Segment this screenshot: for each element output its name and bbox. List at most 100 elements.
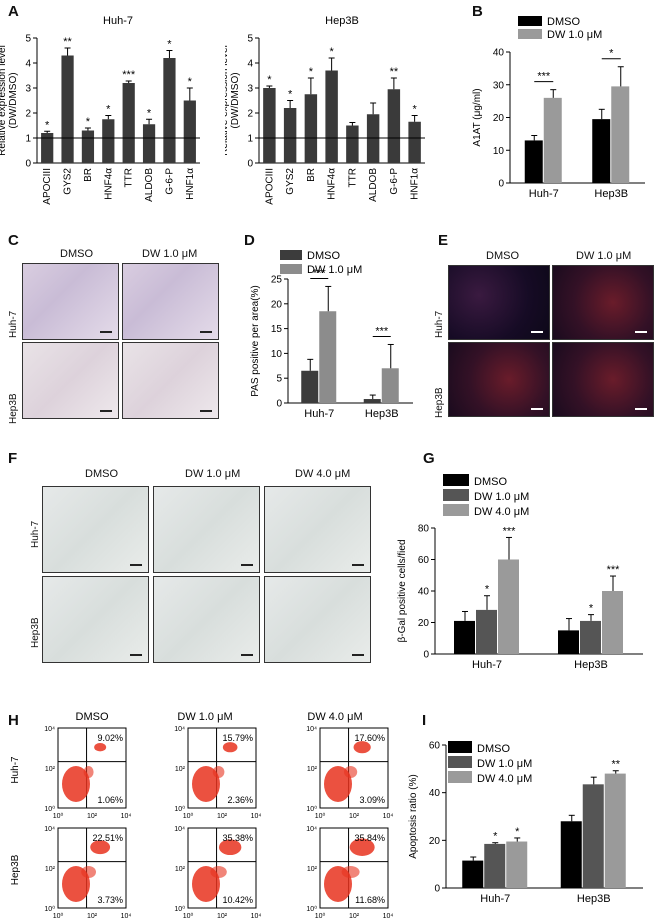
bar bbox=[524, 140, 543, 183]
fluorescence-huh7-dw bbox=[552, 265, 654, 340]
y-tick-label: 3 bbox=[247, 84, 253, 95]
y-tick-label: 0 bbox=[423, 650, 429, 661]
legend-label: DW 4.0 μM bbox=[477, 773, 532, 785]
bar bbox=[263, 88, 276, 163]
chart-a1at: 0 10 20 30 40 A1AT (μg/ml) *** Huh-7 * Hep3B DMSOD… bbox=[472, 16, 645, 200]
x-tick-label: G-6-P bbox=[389, 168, 400, 195]
panel-letter-g: G bbox=[423, 450, 435, 467]
cell-population-upper bbox=[353, 741, 371, 754]
legend-label: DW 1.0 μM bbox=[474, 491, 529, 503]
x-tick-label: Huh-7 bbox=[529, 188, 559, 200]
panel-e: E DMSO DW 1.0 μM Huh-7 Hep3B bbox=[428, 228, 657, 418]
bar bbox=[381, 368, 399, 403]
micrograph-hep3b-dw bbox=[122, 342, 219, 419]
bar bbox=[142, 124, 156, 163]
significance-mark: * bbox=[167, 39, 172, 51]
col-label: DW 1.0 μM bbox=[177, 711, 232, 723]
x-tick-label: Huh-7 bbox=[304, 408, 334, 420]
panel-b: B 0 10 20 30 40 A1AT (μg/ml) *** Huh-7 * Hep3B DMS… bbox=[460, 0, 657, 215]
col-label: DW 1.0 μM bbox=[576, 250, 632, 262]
significance-mark: * bbox=[45, 119, 50, 131]
x-tick-label: TTR bbox=[124, 168, 135, 187]
x-tick-label: 10² bbox=[349, 913, 360, 920]
bar bbox=[602, 591, 623, 654]
y-axis-label-line: Relative expression level bbox=[225, 45, 230, 156]
panel-letter-a: A bbox=[8, 3, 19, 20]
x-tick-label: HNF1α bbox=[410, 168, 421, 200]
significance-mark: * bbox=[493, 831, 498, 843]
cell-population-main bbox=[62, 766, 90, 802]
legend-swatch bbox=[518, 16, 542, 26]
bar bbox=[558, 630, 579, 654]
chart-title: Huh-7 bbox=[103, 15, 133, 27]
significance-mark: * bbox=[288, 89, 293, 101]
x-tick-label: GYS2 bbox=[63, 168, 74, 195]
row-label: Huh-7 bbox=[8, 310, 19, 338]
y-tick-label: 10⁰ bbox=[174, 805, 185, 813]
chart-huh7-expression: Huh-7 Relative expression level(DW/DMSO) 0… bbox=[0, 15, 200, 205]
micrograph-huh7-dmso bbox=[22, 263, 119, 340]
x-tick-label: 10² bbox=[349, 813, 360, 820]
bar bbox=[61, 55, 74, 163]
y-tick-label: 20 bbox=[429, 836, 441, 847]
y-tick-label: 5 bbox=[276, 374, 282, 385]
y-axis-label-line: (DW/DMSO) bbox=[8, 72, 19, 128]
x-tick-label: 10⁰ bbox=[183, 912, 194, 920]
y-tick-label: 10² bbox=[307, 766, 318, 773]
bar bbox=[122, 83, 135, 163]
y-axis-label: Relative expression level(DW/DMSO) bbox=[225, 45, 241, 156]
cell-population-upper bbox=[94, 743, 107, 752]
x-tick-label: Hep3B bbox=[594, 188, 628, 200]
y-tick-label: 10⁰ bbox=[174, 905, 185, 913]
x-tick-label: 10⁰ bbox=[53, 812, 64, 820]
legend-swatch bbox=[448, 741, 472, 753]
significance-mark: * bbox=[86, 116, 91, 128]
y-axis-label: β-Gal positive cells/fied bbox=[397, 539, 408, 642]
x-tick-label: 10⁰ bbox=[315, 912, 326, 920]
y-axis-label-line: Relative expression level bbox=[0, 45, 8, 156]
y-tick-label: 20 bbox=[271, 299, 283, 310]
row-label: Hep3B bbox=[8, 393, 19, 424]
y-tick-label: 10⁴ bbox=[174, 826, 185, 833]
quadrant-upper-value: 22.51% bbox=[92, 833, 123, 843]
y-axis-label: A1AT (μg/ml) bbox=[472, 88, 483, 146]
cell-population-main bbox=[192, 766, 220, 802]
y-tick-label: 10² bbox=[45, 766, 56, 773]
panel-f: F DMSO DW 1.0 μM DW 4.0 μM Huh-7 Hep3B bbox=[0, 448, 385, 680]
x-tick-label: 10² bbox=[87, 813, 98, 820]
bar bbox=[408, 121, 421, 163]
legend-swatch bbox=[443, 474, 469, 486]
quadrant-lower-value: 2.36% bbox=[227, 795, 253, 805]
bar bbox=[319, 311, 337, 403]
legend-label: DMSO bbox=[474, 476, 507, 488]
row-label: Hep3B bbox=[30, 617, 41, 648]
y-tick-label: 40 bbox=[418, 587, 430, 598]
x-tick-label: Huh-7 bbox=[472, 659, 502, 671]
x-tick-label: Hep3B bbox=[574, 659, 608, 671]
y-tick-label: 60 bbox=[418, 555, 430, 566]
y-tick-label: 10⁴ bbox=[306, 826, 317, 833]
bar bbox=[454, 620, 475, 654]
panel-g: G 0 20 40 60 80 β-Gal positive cells/fied * ***… bbox=[385, 448, 657, 683]
y-tick-label: 10 bbox=[493, 146, 505, 157]
bar bbox=[462, 860, 484, 888]
x-tick-label: Huh-7 bbox=[480, 893, 510, 905]
row-label: Hep3B bbox=[434, 387, 445, 418]
x-tick-label: G-6-P bbox=[164, 168, 175, 195]
cell-population-upper bbox=[218, 839, 242, 856]
col-label: DW 4.0 μM bbox=[307, 711, 362, 723]
y-tick-label: 2 bbox=[247, 109, 253, 120]
y-tick-label: 0 bbox=[247, 159, 253, 170]
x-tick-label: Hep3B bbox=[577, 893, 611, 905]
x-tick-label: HNF4α bbox=[103, 168, 114, 200]
x-tick-label: TTR bbox=[347, 168, 358, 187]
x-tick-label: 10⁰ bbox=[53, 912, 64, 920]
x-tick-label: BR bbox=[83, 168, 94, 182]
row-label: Hep3B bbox=[10, 854, 21, 885]
panel-d: D 0 5 10 15 20 25 PAS positive per area(%) *** H… bbox=[238, 228, 423, 423]
cell-population-mid bbox=[210, 866, 227, 878]
legend-swatch bbox=[280, 250, 302, 260]
x-tick-label: ALDOB bbox=[144, 168, 155, 202]
bar bbox=[283, 108, 297, 163]
